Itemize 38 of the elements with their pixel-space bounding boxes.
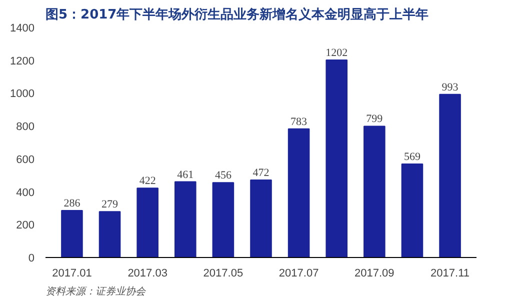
data-label: 799 <box>366 113 384 126</box>
data-label: 1202 <box>326 47 348 60</box>
x-tick-label: 2017.05 <box>203 268 244 280</box>
chart-title: 图5：2017年下半年场外衍生品业务新增名义本金明显高于上半年 <box>46 6 429 22</box>
x-tick-label: 2017.01 <box>52 268 92 280</box>
y-tick-label: 600 <box>16 154 35 166</box>
bar <box>98 211 121 258</box>
bar <box>212 182 234 258</box>
bar <box>174 181 196 258</box>
data-label: 783 <box>290 116 308 128</box>
y-tick-label: 800 <box>16 121 35 134</box>
y-tick-label: 1400 <box>10 22 35 34</box>
data-label: 422 <box>139 175 156 188</box>
text: 资料来源：证券业协会 <box>46 286 146 298</box>
bar <box>288 128 310 258</box>
data-label: 569 <box>404 151 421 164</box>
data-label: 279 <box>102 198 119 211</box>
y-tick-label: 400 <box>16 186 35 199</box>
bar <box>364 126 386 258</box>
data-label: 993 <box>442 81 459 94</box>
data-label: 456 <box>214 170 232 182</box>
y-tick-label: 0 <box>28 252 35 264</box>
y-tick-label: 200 <box>16 220 35 232</box>
bar <box>401 164 424 258</box>
bar <box>326 60 348 258</box>
x-tick-label: 2017.07 <box>278 268 319 280</box>
bar <box>250 179 272 258</box>
bar <box>61 210 83 258</box>
y-tick-label: 1000 <box>10 88 35 100</box>
bar <box>439 94 461 258</box>
data-label: 461 <box>177 168 194 181</box>
x-tick-label: 2017.03 <box>128 268 168 280</box>
y-tick-label: 1200 <box>10 55 35 68</box>
x-tick-label: 2017.09 <box>354 268 394 280</box>
data-label: 286 <box>64 198 81 210</box>
data-label: 472 <box>252 166 270 179</box>
bar <box>136 188 158 258</box>
x-tick-label: 2017.11 <box>430 268 470 280</box>
